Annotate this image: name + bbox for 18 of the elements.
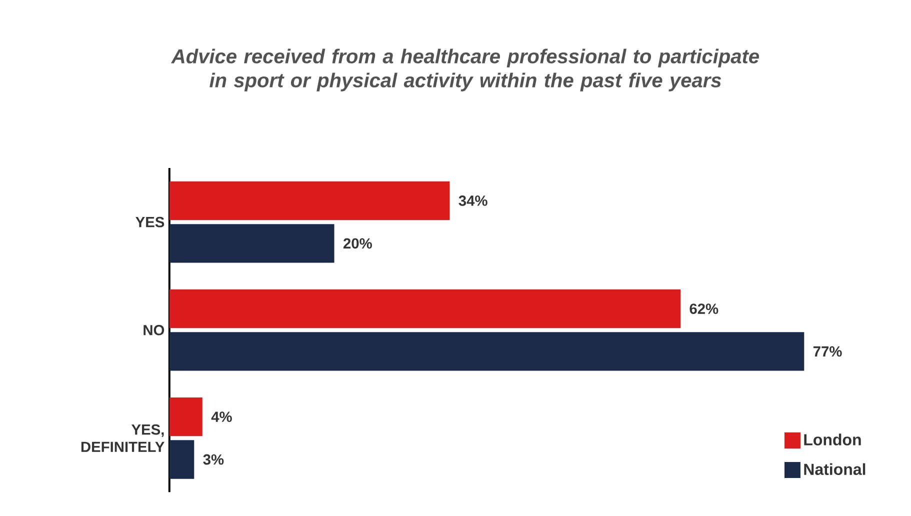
legend-label: National [804,463,866,475]
bar [169,332,804,371]
data-label: 34% [458,195,488,206]
data-label: 3% [203,454,224,465]
y-tick-label: YES [136,216,164,228]
data-label: 20% [343,238,372,249]
y-tick-label: YES, DEFINITELY [81,424,164,452]
legend-label: London [804,434,861,446]
bar [169,224,334,263]
bar [169,181,450,220]
data-label: 77% [813,346,842,357]
data-label: 4% [211,412,232,422]
chart-title: Advice received from a healthcare professional to participate in sport or physical activity within the past five years [171,48,759,92]
bar [169,440,194,479]
bar [169,289,680,328]
bar [169,397,202,436]
data-label: 62% [690,304,718,314]
y-tick-label: NO [144,324,164,336]
